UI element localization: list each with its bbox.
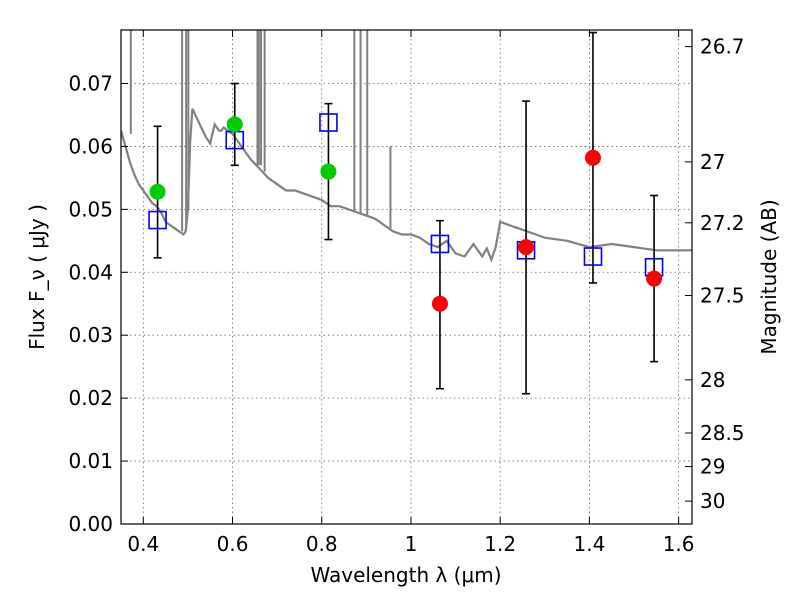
observed-point xyxy=(584,149,601,166)
model-photometry-square xyxy=(319,113,338,132)
x-axis-ticks: 0.4 0.6 0.8 1 1.2 1.4 1.6 xyxy=(127,30,695,556)
observed-point xyxy=(226,116,243,133)
model-photometry-square xyxy=(148,210,167,230)
x-tick-label: 0.4 xyxy=(127,532,159,556)
magnitude-tick-label: 27.2 xyxy=(700,211,745,235)
y-tick-label: 0.06 xyxy=(68,134,113,158)
y-axis-ticks: 0.00 0.01 0.02 0.03 0.04 0.05 0.06 0.07 xyxy=(68,71,128,536)
error-bars xyxy=(153,31,659,395)
plot-frame xyxy=(120,29,693,525)
x-axis-title: Wavelength λ (μm) xyxy=(310,563,501,587)
magnitude-tick-label: 29 xyxy=(700,455,725,479)
observed-point xyxy=(646,270,663,287)
observed-point xyxy=(518,239,535,256)
magnitude-tick-label: 28 xyxy=(700,368,725,392)
magnitude-axis-title: Magnitude (AB) xyxy=(757,199,781,354)
x-tick-label: 0.6 xyxy=(217,532,249,556)
magnitude-axis-ticks: 26.7 27 27.2 27.5 28 28.5 29 30 xyxy=(685,35,745,513)
model-photometry-square xyxy=(583,247,603,266)
observed-point xyxy=(149,183,166,200)
x-tick-label: 1.6 xyxy=(663,532,695,556)
x-tick-label: 1.2 xyxy=(484,532,516,556)
observed-point xyxy=(431,295,448,312)
observed-point xyxy=(320,163,337,180)
y-tick-label: 0.05 xyxy=(68,197,113,221)
x-tick-label: 1 xyxy=(405,532,418,556)
x-tick-label: 1.4 xyxy=(573,532,605,556)
model-photometry-squares xyxy=(148,113,664,277)
y-tick-label: 0.03 xyxy=(68,323,113,347)
y-tick-label: 0.04 xyxy=(68,260,113,284)
model-photometry-square xyxy=(430,234,450,254)
x-tick-label: 0.8 xyxy=(306,532,338,556)
magnitude-tick-label: 28.5 xyxy=(700,421,745,445)
observed-points xyxy=(149,116,663,312)
emission-line-spikes xyxy=(129,30,392,232)
y-tick-label: 0.00 xyxy=(68,512,113,536)
magnitude-tick-label: 27 xyxy=(700,150,725,174)
magnitude-tick-label: 30 xyxy=(700,489,725,513)
model-spectrum-line xyxy=(121,108,692,263)
spectrum-layer xyxy=(121,30,692,263)
y-tick-label: 0.02 xyxy=(68,386,113,410)
y-axis-title: Flux F_ν ( μJy ) xyxy=(25,204,49,350)
y-tick-label: 0.07 xyxy=(68,71,113,95)
magnitude-tick-label: 27.5 xyxy=(700,284,745,308)
magnitude-tick-label: 26.7 xyxy=(700,35,745,59)
grid xyxy=(121,30,692,525)
y-tick-label: 0.01 xyxy=(68,449,113,473)
